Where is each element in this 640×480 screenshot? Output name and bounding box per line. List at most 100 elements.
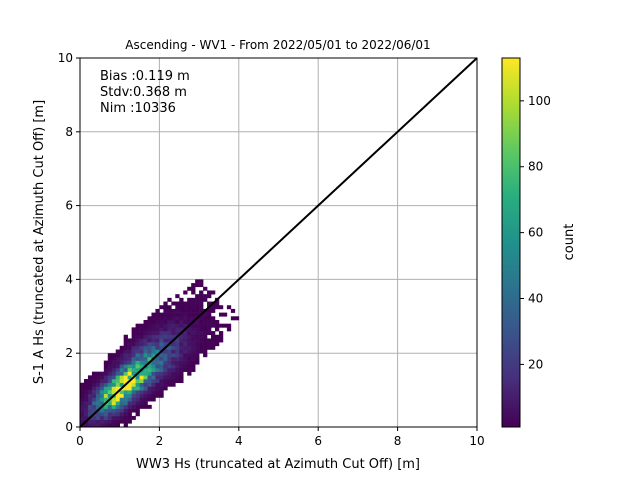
heatmap-cell — [103, 404, 109, 409]
heatmap-cell — [207, 323, 212, 328]
heatmap-cell — [155, 308, 160, 313]
heatmap-cell — [80, 404, 85, 409]
heatmap-cell — [187, 338, 192, 343]
heatmap-cell — [199, 323, 204, 328]
colorbar — [501, 57, 521, 428]
heatmap-cell — [135, 360, 140, 365]
heatmap-cell — [111, 419, 117, 424]
heatmap-cell — [214, 323, 220, 328]
heatmap-cell — [111, 364, 117, 369]
heatmap-cell — [179, 305, 184, 310]
heatmap-cell — [123, 356, 128, 361]
heatmap-cell — [230, 308, 236, 313]
heatmap-cell — [139, 345, 144, 350]
heatmap-cell — [171, 312, 176, 317]
heatmap-cell — [214, 334, 220, 339]
heatmap-cell — [163, 319, 168, 324]
heatmap-cell — [183, 312, 188, 317]
heatmap-cell — [167, 316, 172, 321]
heatmap-cell — [80, 412, 85, 417]
heatmap-cell — [135, 379, 140, 384]
heatmap-cell — [163, 308, 168, 313]
heatmap-cell — [111, 386, 117, 391]
heatmap-cell — [119, 415, 124, 420]
heatmap-cell — [139, 393, 144, 398]
heatmap-cell — [91, 371, 97, 376]
heatmap-cell — [127, 338, 132, 343]
heatmap-cell — [147, 404, 152, 409]
heatmap-cell — [195, 338, 200, 343]
heatmap-cell — [159, 360, 164, 365]
heatmap-cell — [127, 419, 132, 424]
heatmap-cell — [155, 390, 160, 395]
heatmap-cell — [123, 375, 128, 380]
heatmap-cell — [179, 379, 184, 384]
heatmap-cell — [159, 353, 164, 358]
heatmap-cell — [199, 283, 204, 288]
heatmap-cell — [139, 379, 144, 384]
heatmap-cell — [203, 345, 208, 350]
heatmap-cell — [163, 331, 168, 336]
y-tick-label: 4 — [65, 272, 73, 286]
colorbar-tick-label: 60 — [528, 226, 543, 240]
heatmap-cell — [123, 353, 128, 358]
heatmap-cell — [127, 386, 132, 391]
heatmap-cell — [191, 364, 196, 369]
heatmap-cell — [171, 379, 176, 384]
heatmap-cell — [199, 342, 204, 347]
heatmap-cell — [203, 338, 208, 343]
heatmap-cell — [131, 353, 136, 358]
heatmap-cell — [143, 353, 148, 358]
heatmap-cell — [175, 338, 180, 343]
heatmap-cell — [107, 360, 113, 365]
heatmap-cell — [183, 353, 188, 358]
heatmap-cell — [171, 334, 176, 339]
heatmap-cell — [107, 401, 113, 406]
heatmap-cell — [179, 334, 184, 339]
heatmap-cell — [159, 364, 164, 369]
heatmap-cell — [147, 382, 152, 387]
heatmap-cell — [159, 345, 164, 350]
heatmap-cell — [175, 345, 180, 350]
heatmap-cell — [167, 323, 172, 328]
heatmap-cell — [207, 316, 212, 321]
heatmap-cell — [199, 334, 204, 339]
heatmap-cell — [135, 331, 140, 336]
heatmap-cell — [91, 419, 97, 424]
heatmap-cell — [159, 338, 164, 343]
heatmap-cell — [171, 367, 176, 372]
y-tick-label: 6 — [65, 199, 73, 213]
heatmap-cell — [139, 334, 144, 339]
heatmap-cell — [87, 379, 93, 384]
heatmap-cell — [123, 408, 128, 413]
heatmap-cell — [139, 338, 144, 343]
heatmap-cell — [135, 327, 140, 332]
heatmap-cell — [139, 331, 144, 336]
heatmap-cell — [147, 327, 152, 332]
heatmap-cell — [119, 367, 124, 372]
heatmap-cell — [207, 312, 212, 317]
heatmap-cell — [155, 327, 160, 332]
heatmap-cell — [131, 356, 136, 361]
heatmap-cell — [131, 371, 136, 376]
heatmap-cell — [143, 393, 148, 398]
heatmap-cell — [207, 308, 212, 313]
heatmap-cell — [123, 349, 128, 354]
heatmap-cell — [111, 356, 117, 361]
heatmap-cell — [107, 412, 113, 417]
heatmap-cell — [83, 397, 89, 402]
heatmap-cell — [214, 338, 220, 343]
heatmap-cell — [127, 415, 132, 420]
heatmap-cell — [195, 312, 200, 317]
heatmap-cell — [163, 371, 168, 376]
heatmap-cell — [139, 356, 144, 361]
heatmap-cell — [123, 401, 128, 406]
heatmap-cell — [199, 319, 204, 324]
heatmap-cell — [183, 338, 188, 343]
heatmap-cell — [147, 397, 152, 402]
heatmap-cell — [163, 334, 168, 339]
heatmap-cell — [167, 379, 172, 384]
heatmap-cell — [135, 408, 140, 413]
heatmap-cell — [131, 386, 136, 391]
x-tick-label: 8 — [394, 434, 402, 448]
